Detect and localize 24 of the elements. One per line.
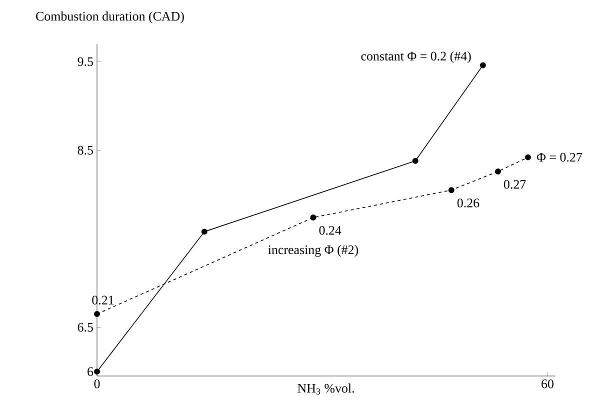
point [201,228,208,235]
annotation: 0.21 [92,296,114,305]
y-tick-label: 6 [88,367,94,376]
point [94,311,100,318]
point [448,187,454,194]
point [524,154,531,160]
series-label: constant Φ = 0.2 (#4) [361,51,471,64]
point [494,168,501,174]
annotation: 0.24 [319,226,342,235]
x-tick-label: 0 [94,380,100,388]
point [412,158,418,164]
x-axis-title: NH$_{3}$ %vol. [298,384,354,394]
annotation: 0.26 [457,198,480,208]
y-tick-label: 9.5 [78,57,93,66]
y-tick-label: 6.5 [78,322,93,332]
point [480,62,486,68]
point [94,368,100,375]
point [310,214,316,221]
annotation: 0.27 [504,180,526,189]
y-tick-label: 8.5 [78,146,93,155]
x-tick-label: 60 [542,380,554,388]
series-label: increasing Φ (#2) [268,245,358,257]
y-axis-title: Combustion duration (CAD) [36,12,184,24]
annotation: Φ = 0.27 [536,152,582,162]
